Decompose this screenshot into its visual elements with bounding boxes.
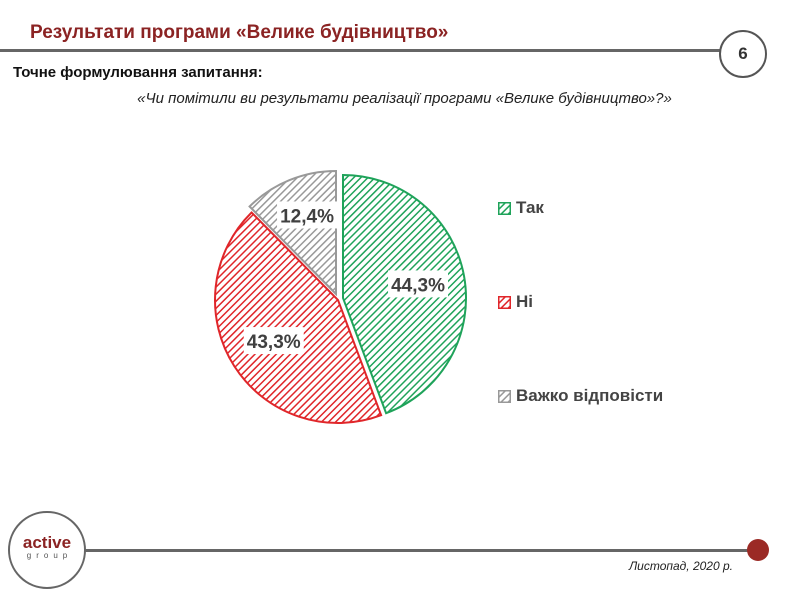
data-label: 12,4% <box>280 206 334 227</box>
pie-slice <box>214 211 383 424</box>
header-divider <box>0 49 722 52</box>
legend-swatch <box>498 295 511 309</box>
legend-label: Ні <box>516 292 533 311</box>
footer-dot <box>747 539 769 561</box>
footer-date: Листопад, 2020 р. <box>628 559 733 573</box>
data-label: 44,3% <box>391 275 445 296</box>
legend-swatch <box>498 389 511 403</box>
question-label: Точне формулювання запитання: <box>13 64 263 81</box>
data-label-background <box>388 270 449 298</box>
active-group-logo: active group <box>8 511 86 589</box>
data-label: 43,3% <box>247 332 301 353</box>
logo-subtext: group <box>26 551 73 560</box>
footer-divider <box>82 549 757 552</box>
data-label-background <box>277 201 338 229</box>
question-text: «Чи помітили ви результати реалізації пр… <box>137 90 672 107</box>
legend-item-ni: Ні <box>498 292 533 312</box>
page-number: 6 <box>719 30 767 78</box>
legend-item-tak: Так <box>498 198 544 218</box>
legend-label: Важко відповісти <box>516 386 664 405</box>
legend-item-hard-to-say: Важко відповісти <box>498 386 663 406</box>
page-title: Результати програми «Велике будівництво» <box>30 22 449 43</box>
legend-label: Так <box>516 198 544 217</box>
legend-swatch <box>498 201 511 215</box>
data-label-background <box>243 327 304 355</box>
logo-text: active <box>22 533 72 552</box>
